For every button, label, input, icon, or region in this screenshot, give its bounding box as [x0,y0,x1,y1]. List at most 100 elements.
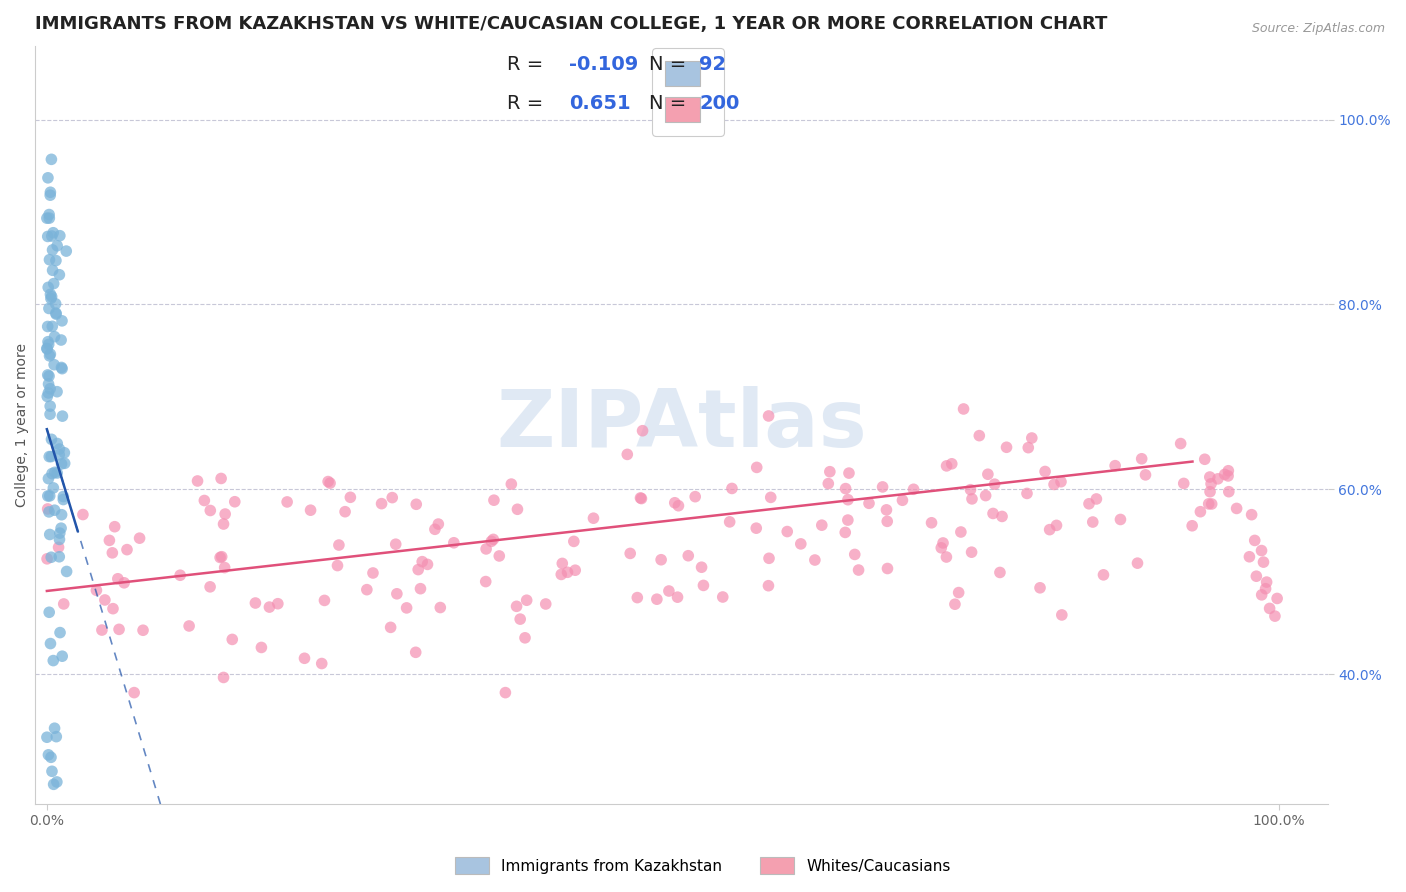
Point [38,377,60,392]
Text: R =: R = [506,54,550,74]
Point [294,651,316,665]
Point [790,537,813,551]
Point [38,349,60,363]
Point [876,514,898,528]
Point [45,297,67,311]
Point [406,563,429,577]
Point [818,465,841,479]
Point [1039,523,1062,537]
Point [564,563,586,577]
Point [988,566,1011,580]
Point [395,600,418,615]
Point [758,579,780,593]
Point [44,503,66,517]
Point [475,541,498,556]
Point [1033,465,1056,479]
Point [891,493,914,508]
Point [48,442,70,456]
Point [356,582,378,597]
Point [39,347,62,361]
Point [51,649,73,664]
Point [838,466,860,480]
Point [44,465,66,479]
Point [1173,476,1195,491]
Point [51,508,73,522]
Point [1201,497,1223,511]
Point [1015,486,1038,500]
Point [44,721,66,735]
Point [1050,475,1073,489]
Point [380,620,402,634]
Point [361,566,384,580]
Point [41,433,63,447]
Point [1265,591,1288,606]
Point [37,280,59,294]
Point [333,505,356,519]
Point [41,153,63,167]
Point [977,467,1000,482]
Point [48,268,70,282]
Point [51,360,73,375]
Point [316,475,339,489]
Point [41,229,63,244]
Point [935,549,957,564]
Point [42,226,65,240]
Point [45,307,67,321]
Point [678,549,700,563]
Point [72,508,94,522]
Point [37,368,59,382]
Point [39,287,62,301]
Point [616,447,638,461]
Point [423,522,446,536]
Point [858,496,880,510]
Point [935,458,957,473]
Point [960,545,983,559]
Point [38,211,60,226]
Point [224,494,246,508]
Y-axis label: College, 1 year or more: College, 1 year or more [15,343,30,507]
Point [221,632,243,647]
Point [45,775,67,789]
Point [582,511,605,525]
Point [46,436,69,450]
Point [41,467,63,481]
Point [35,342,58,356]
Point [198,580,221,594]
Point [1029,581,1052,595]
Point [758,551,780,566]
Point [38,489,60,503]
Point [51,409,73,424]
Point [37,472,59,486]
Point [804,553,827,567]
Text: N =: N = [650,54,692,74]
Point [52,597,75,611]
Point [1109,512,1132,526]
Point [1189,505,1212,519]
Point [48,448,70,462]
Point [1017,441,1039,455]
Point [903,483,925,497]
Point [479,534,502,549]
Point [745,460,768,475]
Point [488,549,510,563]
Point [427,517,450,532]
Point [505,599,527,614]
Point [551,557,574,571]
Point [37,502,59,516]
Point [1206,472,1229,486]
Point [666,590,689,604]
Point [1135,467,1157,482]
Point [51,361,73,376]
Point [55,565,77,579]
Point [132,624,155,638]
Point [179,619,201,633]
Point [875,503,897,517]
Point [42,358,65,372]
Text: IMMIGRANTS FROM KAZAKHSTAN VS WHITE/CAUCASIAN COLLEGE, 1 YEAR OR MORE CORRELATIO: IMMIGRANTS FROM KAZAKHSTAN VS WHITE/CAUC… [35,15,1107,33]
Point [46,384,69,399]
Point [108,623,131,637]
Point [494,685,516,699]
Point [90,623,112,637]
Point [711,590,734,604]
Point [38,527,60,541]
